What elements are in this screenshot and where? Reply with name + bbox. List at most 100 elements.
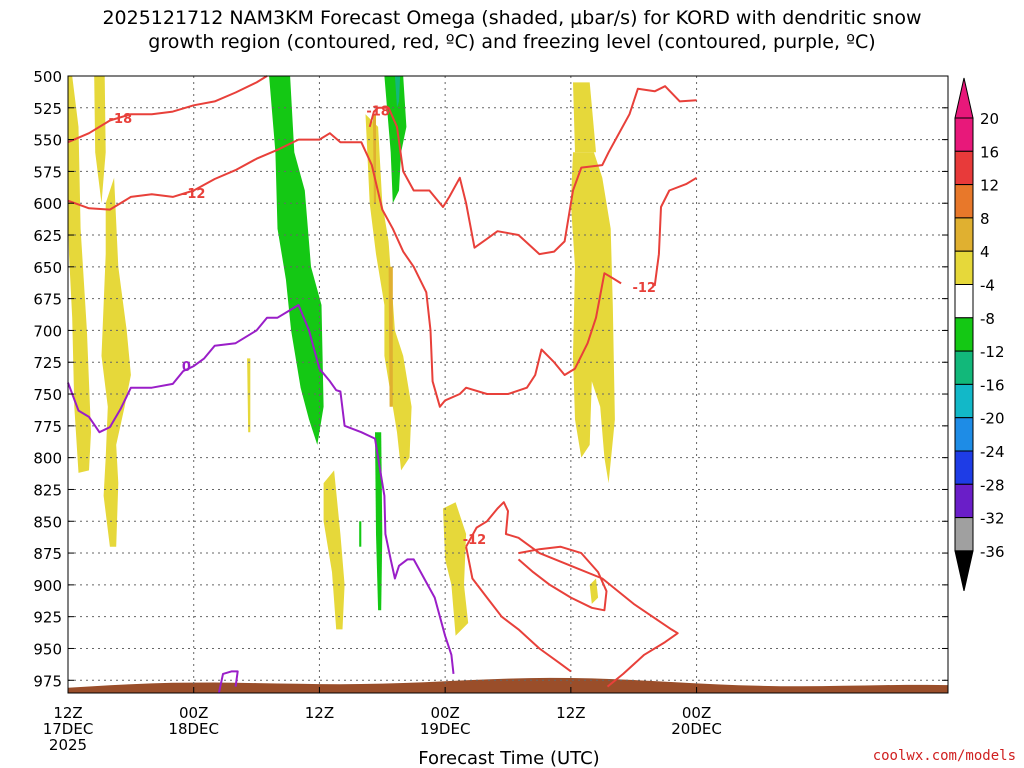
colorbar-segment — [954, 450, 974, 485]
red-contour-line — [465, 501, 679, 688]
colorbar-label: -4 — [980, 277, 995, 295]
red-contour-label: -18 — [366, 104, 390, 119]
y-axis-ticks: 500 525 550 575 600 625 650 675 700 725 750 775 800 8… — [33, 68, 948, 690]
colorbar-segment — [954, 184, 974, 219]
omega-up-spike — [247, 358, 251, 433]
colorbar-top-arrow — [954, 77, 974, 119]
red-contour-line — [653, 176, 698, 287]
colorbar-label: 16 — [980, 143, 999, 161]
y-tick-label: 500 — [33, 68, 62, 86]
y-tick-label: 625 — [33, 227, 62, 245]
colorbar-label: -28 — [980, 476, 1005, 494]
omega-up-mid-a — [323, 470, 345, 630]
red-contour-label: -12 — [632, 281, 656, 296]
omega-down-small — [359, 521, 362, 547]
y-tick-label: 725 — [33, 354, 62, 372]
colorbar-segment-last — [954, 517, 974, 552]
red-contour-label: -12 — [463, 533, 487, 548]
x-tick-label: 17DEC — [43, 720, 94, 738]
colorbar-label: -8 — [980, 310, 995, 328]
y-tick-label: 550 — [33, 132, 62, 150]
x-tick-label: 2025 — [49, 736, 87, 754]
credit-text: coolwx.com/models — [873, 748, 1016, 764]
omega-down-main — [269, 76, 324, 445]
colorbar-segment — [954, 250, 974, 285]
plot-frame — [67, 75, 949, 694]
x-tick-label: 00Z — [430, 704, 459, 722]
colorbar-segment — [954, 483, 974, 519]
colorbar-segment — [954, 217, 974, 252]
terrain-layer — [68, 677, 948, 693]
colorbar-segment — [954, 150, 974, 186]
y-tick-label: 675 — [33, 291, 62, 309]
y-tick-label: 950 — [33, 640, 62, 658]
y-tick-label: 800 — [33, 450, 62, 468]
y-tick-label: 875 — [33, 545, 62, 563]
chart-title-line2: growth region (contoured, red, ºC) and f… — [148, 31, 875, 53]
colorbar-bottom-arrow — [954, 550, 974, 592]
omega-up-strong-b — [388, 266, 393, 407]
omega-shading — [68, 76, 615, 636]
colorbar-label: -32 — [980, 510, 1005, 528]
red-contour-line — [67, 75, 268, 144]
dendritic-growth-contours: -18 -18 -12 -12 -12 — [67, 75, 698, 688]
plot-area: -18 -18 -12 -12 -12 0 — [67, 75, 948, 694]
red-contour-line — [67, 132, 622, 408]
omega-up-early — [68, 76, 91, 473]
colorbar-segment — [954, 383, 974, 419]
colorbar-segment — [954, 117, 974, 152]
red-contour-line — [517, 545, 608, 612]
colorbar-label: -24 — [980, 443, 1005, 461]
colorbar-label: -12 — [980, 343, 1005, 361]
colorbar-label: 8 — [980, 210, 990, 228]
y-tick-label: 900 — [33, 577, 62, 595]
y-tick-label: 825 — [33, 481, 62, 499]
omega-up-right-top — [573, 82, 596, 153]
colorbar-label: -16 — [980, 376, 1005, 394]
y-tick-label: 575 — [33, 163, 62, 181]
y-tick-label: 600 — [33, 195, 62, 213]
terrain-fill — [68, 677, 948, 693]
omega-up-right-spot — [589, 578, 599, 604]
x-tick-label: 12Z — [305, 704, 334, 722]
colorbar-label: -20 — [980, 410, 1005, 428]
colorbar-label: 4 — [980, 243, 990, 261]
omega-up-mid-b — [365, 114, 412, 471]
purple-contour-label: 0 — [182, 360, 191, 375]
colorbar-label: 20 — [980, 110, 999, 128]
colorbar-label: 12 — [980, 177, 999, 195]
y-tick-label: 775 — [33, 418, 62, 436]
freezing-level-contours: 0 — [67, 304, 455, 694]
x-tick-label: 00Z — [682, 704, 711, 722]
x-tick-label: 20DEC — [671, 720, 722, 738]
purple-contour-line — [67, 304, 455, 675]
x-tick-label: 12Z — [53, 704, 82, 722]
y-tick-label: 850 — [33, 513, 62, 531]
y-tick-label: 925 — [33, 609, 62, 627]
chart-title-line1: 2025121712 NAM3KM Forecast Omega (shaded… — [102, 7, 921, 29]
colorbar-label: -36 — [980, 543, 1005, 561]
y-tick-label: 750 — [33, 386, 62, 404]
colorbar: 20 16 12 8 4 -4 -8 -12 -16 -20 -24 -28 -32 -36 — [954, 77, 1005, 592]
y-tick-label: 700 — [33, 322, 62, 340]
red-contour-label: -12 — [182, 187, 206, 202]
colorbar-segment — [954, 417, 974, 452]
x-tick-label: 18DEC — [168, 720, 219, 738]
y-tick-label: 650 — [33, 259, 62, 277]
omega-down-mid-tip — [394, 76, 401, 108]
red-contour-line — [465, 546, 572, 673]
grid-lines — [67, 75, 948, 693]
red-contour-line — [368, 85, 697, 256]
x-tick-label: 19DEC — [420, 720, 471, 738]
x-tick-label: 12Z — [556, 704, 585, 722]
y-tick-label: 525 — [33, 100, 62, 118]
omega-up-right — [570, 152, 615, 484]
purple-contour-line — [217, 670, 239, 694]
red-contour-label: -18 — [109, 112, 133, 127]
colorbar-segment — [954, 284, 974, 319]
x-tick-label: 00Z — [179, 704, 208, 722]
omega-up-low-right — [443, 502, 469, 636]
colorbar-segment — [954, 350, 974, 385]
